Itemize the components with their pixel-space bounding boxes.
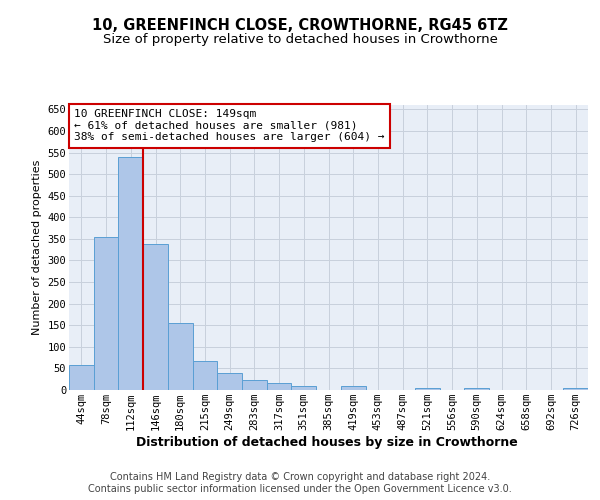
Bar	[415, 388, 440, 390]
Bar	[563, 388, 588, 390]
Text: Contains HM Land Registry data © Crown copyright and database right 2024.
Contai: Contains HM Land Registry data © Crown c…	[88, 472, 512, 494]
Bar	[217, 372, 242, 390]
Y-axis label: Number of detached properties: Number of detached properties	[32, 160, 42, 335]
Text: Distribution of detached houses by size in Crowthorne: Distribution of detached houses by size …	[136, 436, 518, 449]
Text: 10 GREENFINCH CLOSE: 149sqm
← 61% of detached houses are smaller (981)
38% of se: 10 GREENFINCH CLOSE: 149sqm ← 61% of det…	[74, 110, 385, 142]
Bar	[143, 244, 168, 390]
Text: 10, GREENFINCH CLOSE, CROWTHORNE, RG45 6TZ: 10, GREENFINCH CLOSE, CROWTHORNE, RG45 6…	[92, 18, 508, 32]
Bar	[193, 360, 217, 390]
Bar	[118, 157, 143, 390]
Bar	[341, 386, 365, 390]
Bar	[292, 386, 316, 390]
Bar	[464, 388, 489, 390]
Bar	[168, 323, 193, 390]
Bar	[267, 383, 292, 390]
Bar	[242, 380, 267, 390]
Bar	[94, 236, 118, 390]
Text: Size of property relative to detached houses in Crowthorne: Size of property relative to detached ho…	[103, 32, 497, 46]
Bar	[69, 366, 94, 390]
